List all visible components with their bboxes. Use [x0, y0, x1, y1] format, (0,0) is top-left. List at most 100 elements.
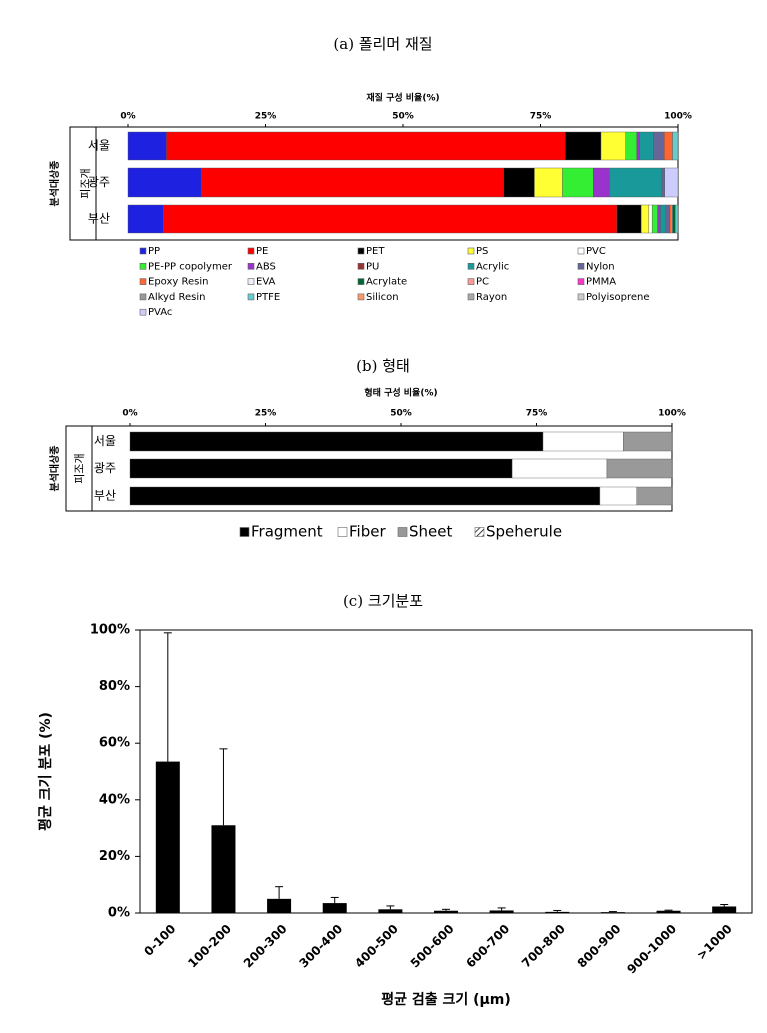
y-axis-label: 피조개: [73, 453, 86, 483]
x-tick-label: 100%: [658, 409, 686, 419]
legend-label: Silicon: [366, 292, 399, 303]
bar: [600, 912, 625, 913]
bar-segment: [616, 204, 642, 234]
bar-segment: [565, 131, 602, 161]
bar-segment: [653, 131, 665, 161]
legend-swatch: [139, 247, 147, 255]
bar-segment: [503, 167, 535, 198]
legend-swatch: [247, 278, 255, 285]
bar-segment: [511, 458, 608, 479]
x-tick-label: 700-800: [519, 922, 568, 971]
legend-label: Epoxy Resin: [148, 277, 208, 288]
x-tick-label: 75%: [526, 409, 548, 419]
chart-title: (c) 크기분포: [343, 592, 423, 610]
legend-swatch: [577, 262, 585, 270]
bar-segment: [623, 431, 673, 452]
x-tick-label: 0%: [122, 409, 137, 419]
legend-swatch: [467, 278, 475, 285]
bar-segment: [664, 167, 679, 198]
x-tick-label: 500-600: [408, 922, 457, 971]
legend-swatch: [247, 262, 255, 270]
legend-label: Rayon: [476, 292, 507, 303]
legend-label: PVAc: [148, 307, 172, 318]
legend-label: PET: [366, 246, 385, 257]
bar-segment: [660, 204, 667, 234]
category-label: 광주: [88, 175, 110, 189]
legend-swatch: [357, 293, 365, 301]
x-tick-label: 400-500: [352, 922, 401, 971]
bar-segment: [648, 204, 653, 234]
bar-segment: [534, 167, 563, 198]
x-tick-label: 900-1000: [624, 922, 679, 977]
bar-segment: [609, 167, 663, 198]
bar-segment: [657, 204, 661, 234]
legend-label: Fiber: [349, 523, 386, 541]
legend-label: Nylon: [586, 261, 615, 272]
legend-swatch: [467, 262, 475, 270]
bar-segment: [162, 204, 618, 234]
y-axis-label: 평균 크기 분포 (%): [37, 712, 54, 831]
legend-label: PP: [148, 246, 160, 257]
category-label: 광주: [94, 461, 116, 475]
legend-label: ABS: [256, 261, 276, 272]
legend-swatch: [337, 527, 348, 537]
bar: [211, 825, 236, 913]
bar-segment: [625, 131, 637, 161]
x-tick-label: 25%: [255, 409, 277, 419]
y-group-label: 분석대상종: [48, 446, 61, 492]
x-tick-label: 75%: [530, 112, 552, 122]
bar-segment: [636, 486, 673, 506]
bar-segment: [664, 131, 673, 161]
category-label: 부산: [88, 212, 110, 226]
legend-swatch: [357, 278, 365, 285]
chart-title: (b) 형태: [356, 357, 410, 375]
legend-label: PTFE: [256, 292, 280, 303]
bar: [434, 910, 458, 913]
y-tick-label: 100%: [90, 623, 130, 638]
bar-segment: [129, 486, 601, 506]
legend-label: PMMA: [586, 277, 616, 288]
legend-swatch: [139, 308, 147, 316]
legend-label: Speherule: [486, 523, 562, 541]
legend-label: Fragment: [251, 523, 323, 541]
bar: [378, 909, 403, 913]
bar: [545, 911, 570, 913]
legend-label: PE: [256, 246, 268, 257]
y-axis-label: 피조개: [79, 168, 92, 198]
x-axis-label: 형태 구성 비율(%): [364, 387, 437, 399]
x-tick-label: 0%: [120, 112, 135, 122]
bar-segment: [542, 431, 624, 452]
legend-swatch: [577, 293, 585, 301]
bar-segment: [672, 131, 679, 161]
category-label: 서울: [88, 139, 110, 153]
bar-segment: [129, 458, 513, 479]
legend-label: Alkyd Resin: [148, 292, 205, 303]
bar-segment: [675, 204, 679, 234]
legend-swatch: [139, 293, 147, 301]
x-axis-label: 평균 검출 크기 (μm): [381, 991, 511, 1008]
y-tick-label: 60%: [99, 736, 130, 751]
legend-swatch: [357, 262, 365, 270]
legend-label: EVA: [256, 277, 276, 288]
y-tick-label: 20%: [99, 849, 130, 864]
bar-segment: [600, 131, 626, 161]
legend-label: Sheet: [409, 523, 452, 541]
legend-label: PVC: [586, 246, 606, 257]
bar-segment: [127, 204, 164, 234]
x-tick-label: 0-100: [141, 922, 178, 959]
category-label: 서울: [94, 434, 116, 448]
y-tick-label: 0%: [108, 906, 130, 921]
bar-segment: [639, 131, 654, 161]
legend-swatch: [247, 247, 255, 255]
x-tick-label: >1000: [694, 922, 735, 963]
x-tick-label: 50%: [392, 112, 414, 122]
legend-swatch: [139, 278, 147, 285]
legend-swatch: [577, 278, 585, 285]
bar-segment: [593, 167, 610, 198]
legend-swatch: [357, 247, 365, 255]
legend-swatch: [239, 527, 250, 537]
bar-segment: [129, 431, 544, 452]
bar-segment: [599, 486, 637, 506]
bar-segment: [636, 131, 640, 161]
